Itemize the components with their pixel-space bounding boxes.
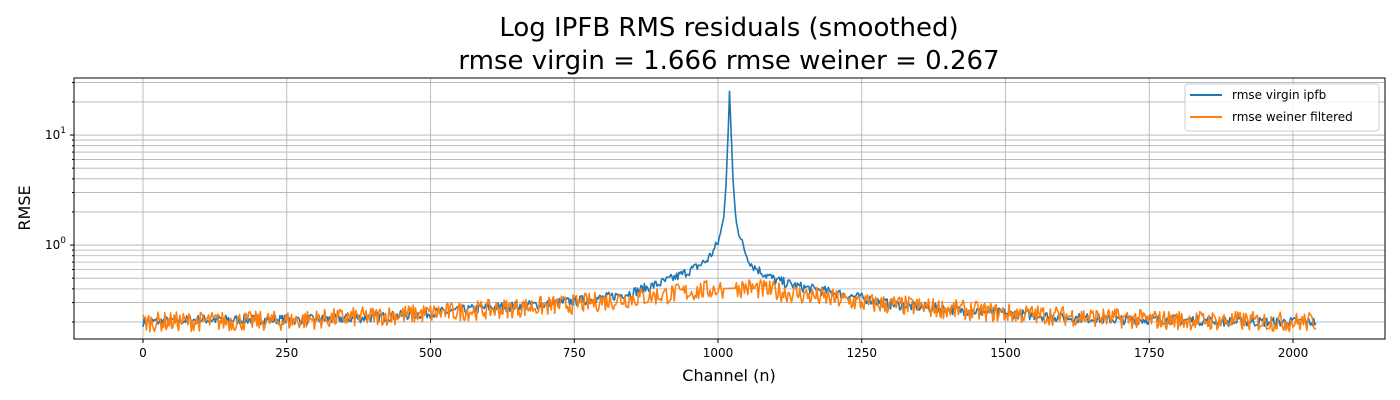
x-tick-label: 1250 (846, 346, 877, 360)
series-line-weiner (142, 279, 1317, 333)
chart-subtitle: rmse virgin = 1.666 rmse weiner = 0.267 (458, 46, 999, 76)
x-tick-label: 0 (139, 346, 147, 360)
x-tick-label: 250 (275, 346, 298, 360)
x-tick-label: 1750 (1134, 346, 1165, 360)
legend-label-weiner: rmse weiner filtered (1232, 110, 1353, 124)
y-tick-label: 101 (45, 126, 66, 142)
x-axis: 0 250 500 750 1000 1250 1500 1750 2000 (139, 339, 1308, 360)
x-tick-label: 750 (563, 346, 586, 360)
x-tick-label: 1500 (990, 346, 1021, 360)
x-axis-label: Channel (n) (682, 366, 775, 385)
chart-title: Log IPFB RMS residuals (smoothed) (499, 13, 958, 43)
legend-label-virgin: rmse virgin ipfb (1232, 88, 1326, 102)
y-axis: 100 101 (45, 82, 74, 323)
x-tick-label: 500 (419, 346, 442, 360)
x-tick-label: 2000 (1278, 346, 1309, 360)
legend-box (1184, 83, 1380, 132)
plot-area (142, 90, 1317, 333)
y-axis-label: RMSE (15, 185, 34, 230)
y-tick-label: 100 (45, 236, 66, 252)
legend: rmse virgin ipfb rmse weiner filtered (1184, 83, 1380, 132)
x-tick-label: 1000 (703, 346, 734, 360)
plot-frame (73, 77, 1386, 340)
